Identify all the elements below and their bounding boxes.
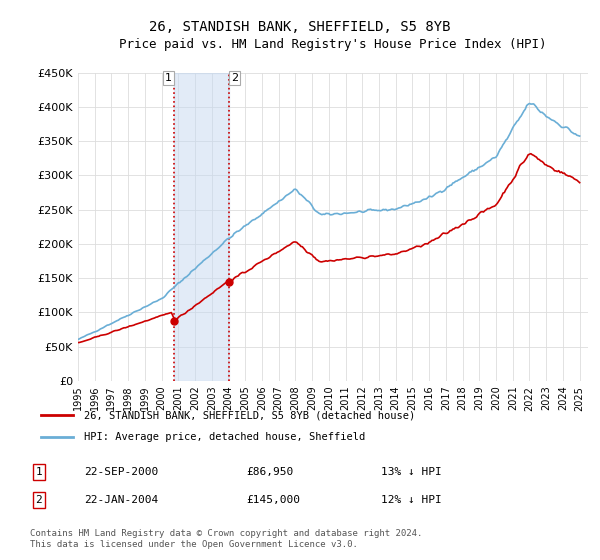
Title: Price paid vs. HM Land Registry's House Price Index (HPI): Price paid vs. HM Land Registry's House … — [119, 38, 547, 51]
Text: £86,950: £86,950 — [246, 467, 293, 477]
Text: 1: 1 — [35, 467, 42, 477]
Text: £145,000: £145,000 — [246, 495, 300, 505]
Text: 26, STANDISH BANK, SHEFFIELD, S5 8YB: 26, STANDISH BANK, SHEFFIELD, S5 8YB — [149, 20, 451, 34]
Text: Contains HM Land Registry data © Crown copyright and database right 2024.
This d: Contains HM Land Registry data © Crown c… — [30, 529, 422, 549]
Bar — [173, 73, 229, 381]
Text: 26, STANDISH BANK, SHEFFIELD, S5 8YB (detached house): 26, STANDISH BANK, SHEFFIELD, S5 8YB (de… — [84, 410, 415, 420]
Text: 2: 2 — [35, 495, 42, 505]
Text: 22-JAN-2004: 22-JAN-2004 — [84, 495, 158, 505]
Text: 22-SEP-2000: 22-SEP-2000 — [84, 467, 158, 477]
Text: HPI: Average price, detached house, Sheffield: HPI: Average price, detached house, Shef… — [84, 432, 365, 442]
Text: 12% ↓ HPI: 12% ↓ HPI — [381, 495, 442, 505]
Text: 13% ↓ HPI: 13% ↓ HPI — [381, 467, 442, 477]
Text: 1: 1 — [165, 73, 172, 83]
Text: 2: 2 — [231, 73, 238, 83]
